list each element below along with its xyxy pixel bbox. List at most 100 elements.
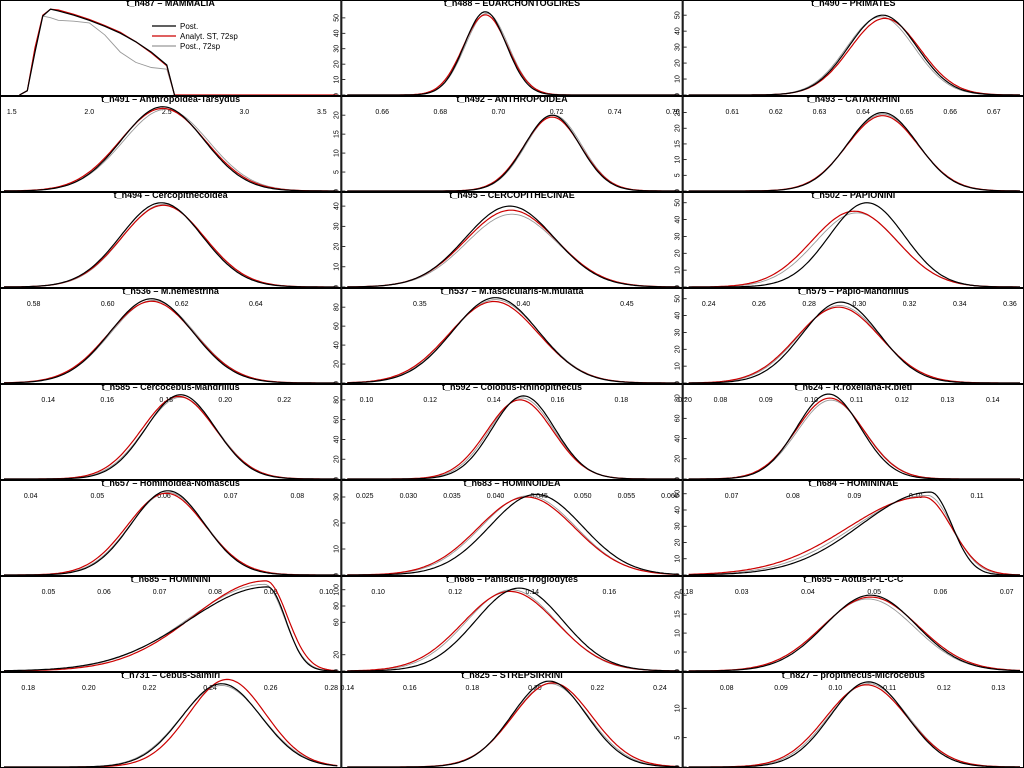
panel-title: t_n493 – CATARRHINI: [807, 94, 900, 104]
y-tick-label: 20: [675, 345, 682, 353]
panel-frame: [0, 288, 342, 384]
x-tick-label: 0.025: [356, 493, 374, 500]
y-tick-label: 20: [333, 519, 340, 527]
x-tick-label: 0.09: [264, 589, 278, 596]
x-tick-label: 0.04: [24, 493, 38, 500]
y-tick-label: 0: [333, 477, 340, 481]
series-group: [688, 594, 1020, 671]
x-tick-label: 0.66: [375, 109, 389, 116]
panel-title: t_n731 – Cebus-Saimiri: [121, 670, 220, 680]
x-tick-label: 0.35: [413, 301, 427, 308]
y-tick-label: 0: [333, 285, 340, 289]
y-tick-label: 30: [333, 222, 340, 230]
panel-12: 0 10 20 30 40 50 0.08 0.09 0.10 0.11 0.12 0.13 0.14 t…: [675, 286, 1024, 404]
panel-title: t_n492 – ANTHROPOIDEA: [456, 94, 568, 104]
y-tick-label: 10: [675, 704, 682, 712]
x-tick-label: 0.22: [591, 685, 605, 692]
x-tick-label: 0.03: [735, 589, 749, 596]
y-tick-label: 40: [675, 312, 682, 320]
panel-title: t_n657 – Hominoidea-Nomascus: [101, 478, 240, 488]
panel-frame: [0, 384, 342, 480]
x-tick-label: 0.72: [550, 109, 564, 116]
series-line-post: [347, 493, 679, 575]
series-group: [4, 490, 338, 575]
series-group: [347, 587, 679, 671]
y-tick-label: 10: [675, 75, 682, 83]
panel-16: 0.05 0.06 0.07 0.08 0.09 0.10 t_n657 – Hominoi…: [0, 478, 342, 596]
y-tick-label: 0: [675, 477, 682, 481]
y-tick-label: 40: [675, 216, 682, 224]
panel-frame: [0, 96, 342, 192]
y-tick-label: 10: [675, 629, 682, 637]
x-tick-label: 0.45: [620, 301, 634, 308]
series-group: [688, 202, 1020, 287]
y-tick-label: 15: [333, 130, 340, 138]
series-line-post: [347, 297, 679, 383]
x-tick-label: 0.07: [153, 589, 167, 596]
x-tick-label: 0.05: [867, 589, 881, 596]
series-group: [688, 301, 1020, 383]
x-tick-label: 0.10: [371, 589, 385, 596]
y-tick-label: 30: [675, 43, 682, 51]
x-tick-label: 0.045: [530, 493, 548, 500]
x-tick-label: 0.74: [608, 109, 622, 116]
y-tick-label: 50: [675, 199, 682, 207]
panel-frame: [341, 384, 683, 480]
panel-frame: [0, 192, 342, 288]
series-line-post: [4, 683, 338, 767]
series-line-post: [688, 491, 1020, 575]
x-tick-label: 0.14: [341, 685, 355, 692]
x-tick-label: 0.28: [324, 685, 338, 692]
x-tick-label: 0.07: [1000, 589, 1014, 596]
panel-frame: [341, 288, 683, 384]
x-tick-label: 0.65: [900, 109, 914, 116]
panel-11: 0 20 40 60 80 0.10 0.12 0.14 0.16 0.18 0.20 t_n537 …: [333, 286, 692, 404]
series-line-post: [347, 680, 679, 767]
panel-frame: [341, 96, 683, 192]
y-tick-label: 50: [675, 295, 682, 303]
series-line-post: [347, 205, 679, 287]
series-group: [19, 8, 338, 95]
series-line-analytic: [3, 580, 338, 671]
y-tick-label: 40: [675, 27, 682, 35]
series-line-post: [4, 106, 338, 191]
x-tick-label: 0.09: [774, 685, 788, 692]
x-tick-label: 0.64: [856, 109, 870, 116]
x-tick-label: 0.20: [82, 685, 96, 692]
series-line-post72: [347, 12, 679, 95]
series-line-post: [347, 114, 679, 191]
x-tick-label: 0.22: [277, 397, 291, 404]
y-tick-label: 30: [333, 493, 340, 501]
y-tick-label: 60: [675, 414, 682, 422]
y-tick-label: 20: [333, 360, 340, 368]
y-tick-label: 40: [333, 435, 340, 443]
panel-15: 0 20 40 60 80 0.07 0.08 0.09 0.10 0.11 t_n624 – R.…: [675, 382, 1024, 500]
x-tick-label: 0.11: [970, 493, 983, 500]
x-tick-label: 0.62: [175, 301, 189, 308]
x-tick-label: 0.18: [466, 685, 480, 692]
x-tick-label: 0.34: [953, 301, 967, 308]
y-tick-label: 100: [333, 584, 340, 596]
series-group: [347, 11, 679, 95]
y-tick-label: 80: [333, 602, 340, 610]
panel-title: t_n827 – propithecus-Microcebus: [782, 670, 925, 680]
y-tick-label: 20: [675, 455, 682, 463]
panel-title: t_n491 – Anthropoidea-Tarsydus: [101, 94, 240, 104]
panel-10: 0.14 0.16 0.18 0.20 0.22t_n536 – M.nemestrin…: [0, 286, 342, 404]
y-tick-label: 0: [333, 93, 340, 97]
x-tick-label: 0.14: [487, 397, 501, 404]
panel-13: 0.04 0.05 0.06 0.07 0.08 t_n585 – Cercocebus-…: [0, 382, 342, 500]
panel-frame: [341, 576, 683, 672]
panel-title: t_n685 – HOMININI: [131, 574, 211, 584]
panel-title: t_n494 – Cercopithecoidea: [114, 190, 229, 200]
panel-frame: [0, 576, 342, 672]
series-line-analytic: [688, 496, 1021, 575]
y-tick-label: 15: [675, 610, 682, 618]
series-group: [347, 395, 679, 479]
x-tick-label: 0.06: [97, 589, 111, 596]
panel-title: t_n490 – PRIMATES: [811, 0, 895, 8]
panel-title: t_n592 – Colobus-Rhinopithecus: [442, 382, 582, 392]
series-line-post: [347, 11, 679, 95]
y-tick-label: 80: [333, 396, 340, 404]
